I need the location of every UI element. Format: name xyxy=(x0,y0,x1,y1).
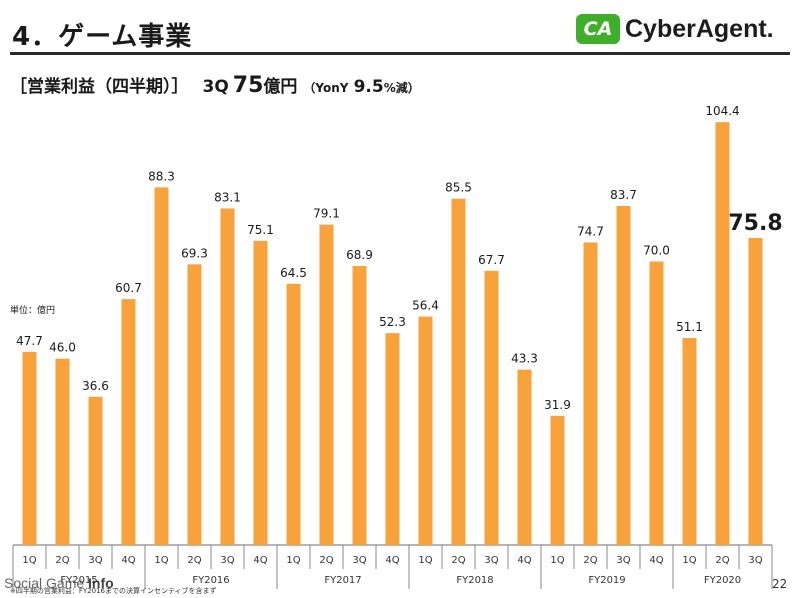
bar xyxy=(451,198,466,545)
bar xyxy=(88,396,103,545)
section-label: ［営業利益（四半期）］ xyxy=(10,77,189,97)
x-tick-label: 4Q xyxy=(385,555,399,566)
x-tick-label: 1Q xyxy=(154,555,168,566)
bar xyxy=(484,270,499,545)
cyberagent-logo: CA CyberAgent. xyxy=(576,14,774,44)
x-tick-label: 4Q xyxy=(517,555,531,566)
x-tick-label: 1Q xyxy=(286,555,300,566)
data-label: 74.7 xyxy=(577,224,604,238)
x-tick-label: 2Q xyxy=(583,555,597,566)
data-label: 52.3 xyxy=(379,315,406,329)
bar xyxy=(418,316,433,545)
x-tick-label: 3Q xyxy=(748,555,762,566)
data-label: 70.0 xyxy=(643,244,670,258)
group-label: FY2019 xyxy=(588,575,625,586)
x-tick-label: 3Q xyxy=(352,555,366,566)
x-tick-label: 3Q xyxy=(616,555,630,566)
bar xyxy=(286,283,301,545)
x-tick-label: 3Q xyxy=(88,555,102,566)
bar xyxy=(583,242,598,545)
bar xyxy=(649,261,664,545)
data-label: 36.6 xyxy=(82,379,109,393)
data-label: 83.7 xyxy=(610,188,637,202)
bar xyxy=(22,351,37,545)
title-divider xyxy=(10,52,790,55)
yoy-open: （YonY xyxy=(303,81,349,95)
bar xyxy=(616,206,631,545)
data-label: 47.7 xyxy=(16,334,43,348)
page-number: 22 xyxy=(772,577,788,591)
bar xyxy=(682,338,697,545)
x-tick-label: 1Q xyxy=(550,555,564,566)
data-label: 46.0 xyxy=(49,341,76,355)
data-label: 51.1 xyxy=(676,320,703,334)
data-label: 31.9 xyxy=(544,398,571,412)
data-label: 67.7 xyxy=(478,253,505,267)
x-tick-label: 3Q xyxy=(484,555,498,566)
bar xyxy=(253,240,268,545)
yoy-close: %減） xyxy=(383,81,420,95)
x-tick-label: 2Q xyxy=(451,555,465,566)
group-label: FY2020 xyxy=(704,575,741,586)
data-label: 43.3 xyxy=(511,352,538,366)
x-tick-label: 2Q xyxy=(55,555,69,566)
group-label: FY2016 xyxy=(192,575,229,586)
data-label: 60.7 xyxy=(115,281,142,295)
bar xyxy=(385,333,400,545)
x-tick-label: 2Q xyxy=(187,555,201,566)
bar xyxy=(748,238,763,545)
logo-mark: CA xyxy=(576,14,620,44)
x-tick-label: 3Q xyxy=(220,555,234,566)
slide-title: 4．ゲーム事業 xyxy=(12,22,193,52)
data-label: 75.8 xyxy=(728,211,782,236)
unit-note: 単位：億円 xyxy=(10,306,56,316)
logo-text: CyberAgent. xyxy=(625,14,774,43)
x-tick-label: 2Q xyxy=(319,555,333,566)
watermark-plain: Social Game xyxy=(4,575,85,591)
x-tick-label: 4Q xyxy=(121,555,135,566)
bar xyxy=(220,208,235,545)
watermark-bold: Info xyxy=(88,575,114,591)
period-label: 3Q xyxy=(202,77,229,97)
data-label: 83.1 xyxy=(214,190,241,204)
bar xyxy=(319,224,334,545)
bar xyxy=(154,187,169,545)
x-tick-label: 1Q xyxy=(22,555,36,566)
data-label: 69.3 xyxy=(181,246,208,260)
bar xyxy=(187,264,202,545)
headline-unit: 億円 xyxy=(263,77,298,97)
chart-subtitle: ［営業利益（四半期）］ 3Q 75億円 （YonY 9.5%減） xyxy=(10,72,420,98)
data-label: 85.5 xyxy=(445,181,472,195)
bar xyxy=(352,265,367,545)
group-label: FY2017 xyxy=(324,575,361,586)
data-label: 75.1 xyxy=(247,223,274,237)
x-tick-label: 4Q xyxy=(649,555,663,566)
footnote: ※四半期の営業利益：FY2016までの決算インセンティブを含まず xyxy=(10,587,217,595)
group-label: FY2018 xyxy=(456,575,493,586)
headline-value: 75 xyxy=(232,73,264,98)
data-label: 68.9 xyxy=(346,248,373,262)
data-label: 56.4 xyxy=(412,299,439,313)
data-label: 64.5 xyxy=(280,266,307,280)
bar xyxy=(121,299,136,545)
x-tick-label: 1Q xyxy=(682,555,696,566)
data-label: 88.3 xyxy=(148,169,175,183)
x-tick-label: 1Q xyxy=(418,555,432,566)
group-label: FY2015 xyxy=(60,575,97,586)
bar xyxy=(517,369,532,545)
data-label: 79.1 xyxy=(313,207,340,221)
bar xyxy=(550,415,565,545)
bar xyxy=(55,358,70,545)
watermark: Social Game Info xyxy=(4,575,114,591)
x-tick-label: 4Q xyxy=(253,555,267,566)
yoy-value: 9.5 xyxy=(353,77,384,97)
data-label: 104.4 xyxy=(705,104,739,118)
x-tick-label: 2Q xyxy=(715,555,729,566)
bar xyxy=(715,122,730,546)
